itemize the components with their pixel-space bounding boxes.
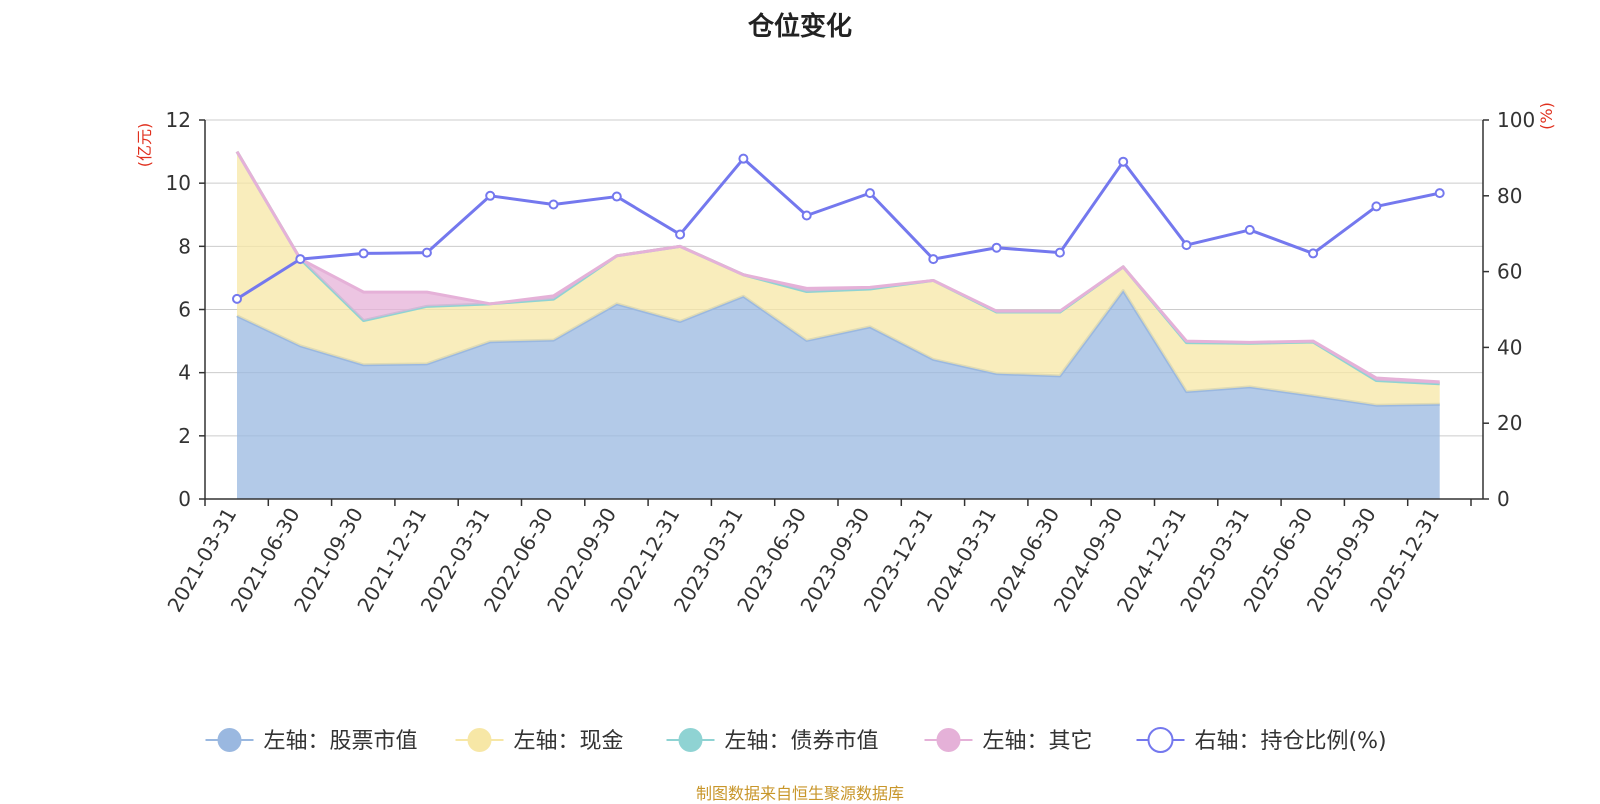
ratio-point-2021-09-30: [358, 248, 369, 259]
ratio-point-2025-06-30: [1308, 248, 1319, 259]
legend-label: 右轴：持仓比例(%): [1195, 729, 1387, 754]
area-左轴股票市值: [237, 290, 1440, 499]
legend-item-1: 左轴：现金: [455, 728, 624, 754]
legend-marker: [217, 728, 242, 752]
left-tick-label: 2: [178, 424, 191, 448]
ratio-point-2023-06-30: [801, 210, 812, 221]
right-tick-label: 100: [1497, 108, 1535, 132]
ratio-point-2024-12-31: [1181, 240, 1192, 251]
holding-ratio-line: [232, 153, 1445, 304]
right-tick-label: 40: [1497, 335, 1522, 359]
legend-marker: [678, 728, 703, 752]
legend-item-2: 左轴：债券市值: [666, 728, 879, 754]
left-tick-label: 0: [178, 487, 191, 511]
right-tick-label: 60: [1497, 260, 1522, 284]
ratio-line-path: [236, 157, 1441, 301]
area-左轴其它-edge: [235, 150, 1440, 384]
legend-label: 左轴：股票市值: [264, 729, 418, 754]
ratio-point-2024-06-30: [1054, 247, 1065, 258]
left-tick-label: 8: [178, 234, 191, 258]
right-axis-name: (%): [1537, 102, 1556, 130]
legend-marker: [1147, 727, 1174, 753]
left-tick-label: 12: [166, 108, 191, 132]
left-tick-label: 6: [178, 298, 191, 322]
left-axis-name: (亿元): [135, 123, 154, 168]
ratio-point-2022-03-31: [485, 190, 496, 201]
legend: 左轴：股票市值 左轴：现金 左轴：债券市值 左轴：其它 右轴：持仓比例(%): [205, 727, 1387, 754]
legend-marker: [936, 728, 961, 752]
ratio-point-2022-09-30: [611, 191, 622, 202]
ratio-point-2023-09-30: [865, 188, 875, 199]
left-tick-label: 4: [178, 361, 191, 385]
ratio-point-2025-12-31: [1434, 188, 1445, 199]
ratio-point-2022-12-31: [675, 229, 686, 240]
ratio-point-2021-06-30: [295, 254, 306, 265]
ratio-point-2024-03-31: [991, 242, 1002, 253]
legend-item-4: 右轴：持仓比例(%): [1136, 727, 1387, 754]
chart-title: 仓位变化: [747, 12, 852, 42]
ratio-point-2024-09-30: [1118, 156, 1129, 167]
ratio-point-2025-09-30: [1371, 201, 1382, 212]
ratio-point-2021-12-31: [421, 247, 432, 258]
right-tick-label: 80: [1497, 184, 1522, 208]
stacked-areas: [235, 150, 1440, 499]
legend-label: 左轴：现金: [514, 729, 624, 754]
legend-item-3: 左轴：其它: [924, 728, 1093, 754]
ratio-point-2025-03-31: [1244, 224, 1255, 235]
ratio-point-2023-03-31: [738, 153, 749, 164]
ratio-point-2023-12-31: [928, 254, 939, 265]
area-左轴现金: [237, 151, 1440, 406]
legend-marker: [467, 728, 492, 752]
ratio-point-2021-03-31: [232, 293, 242, 304]
source-note: 制图数据来自恒生聚源数据库: [695, 784, 904, 803]
legend-label: 左轴：其它: [983, 729, 1093, 754]
legend-item-0: 左轴：股票市值: [205, 728, 418, 754]
right-tick-label: 0: [1497, 487, 1510, 511]
right-tick-label: 20: [1497, 411, 1522, 435]
left-tick-label: 10: [166, 171, 191, 195]
ratio-point-2022-06-30: [548, 199, 559, 210]
legend-label: 左轴：债券市值: [725, 729, 879, 754]
